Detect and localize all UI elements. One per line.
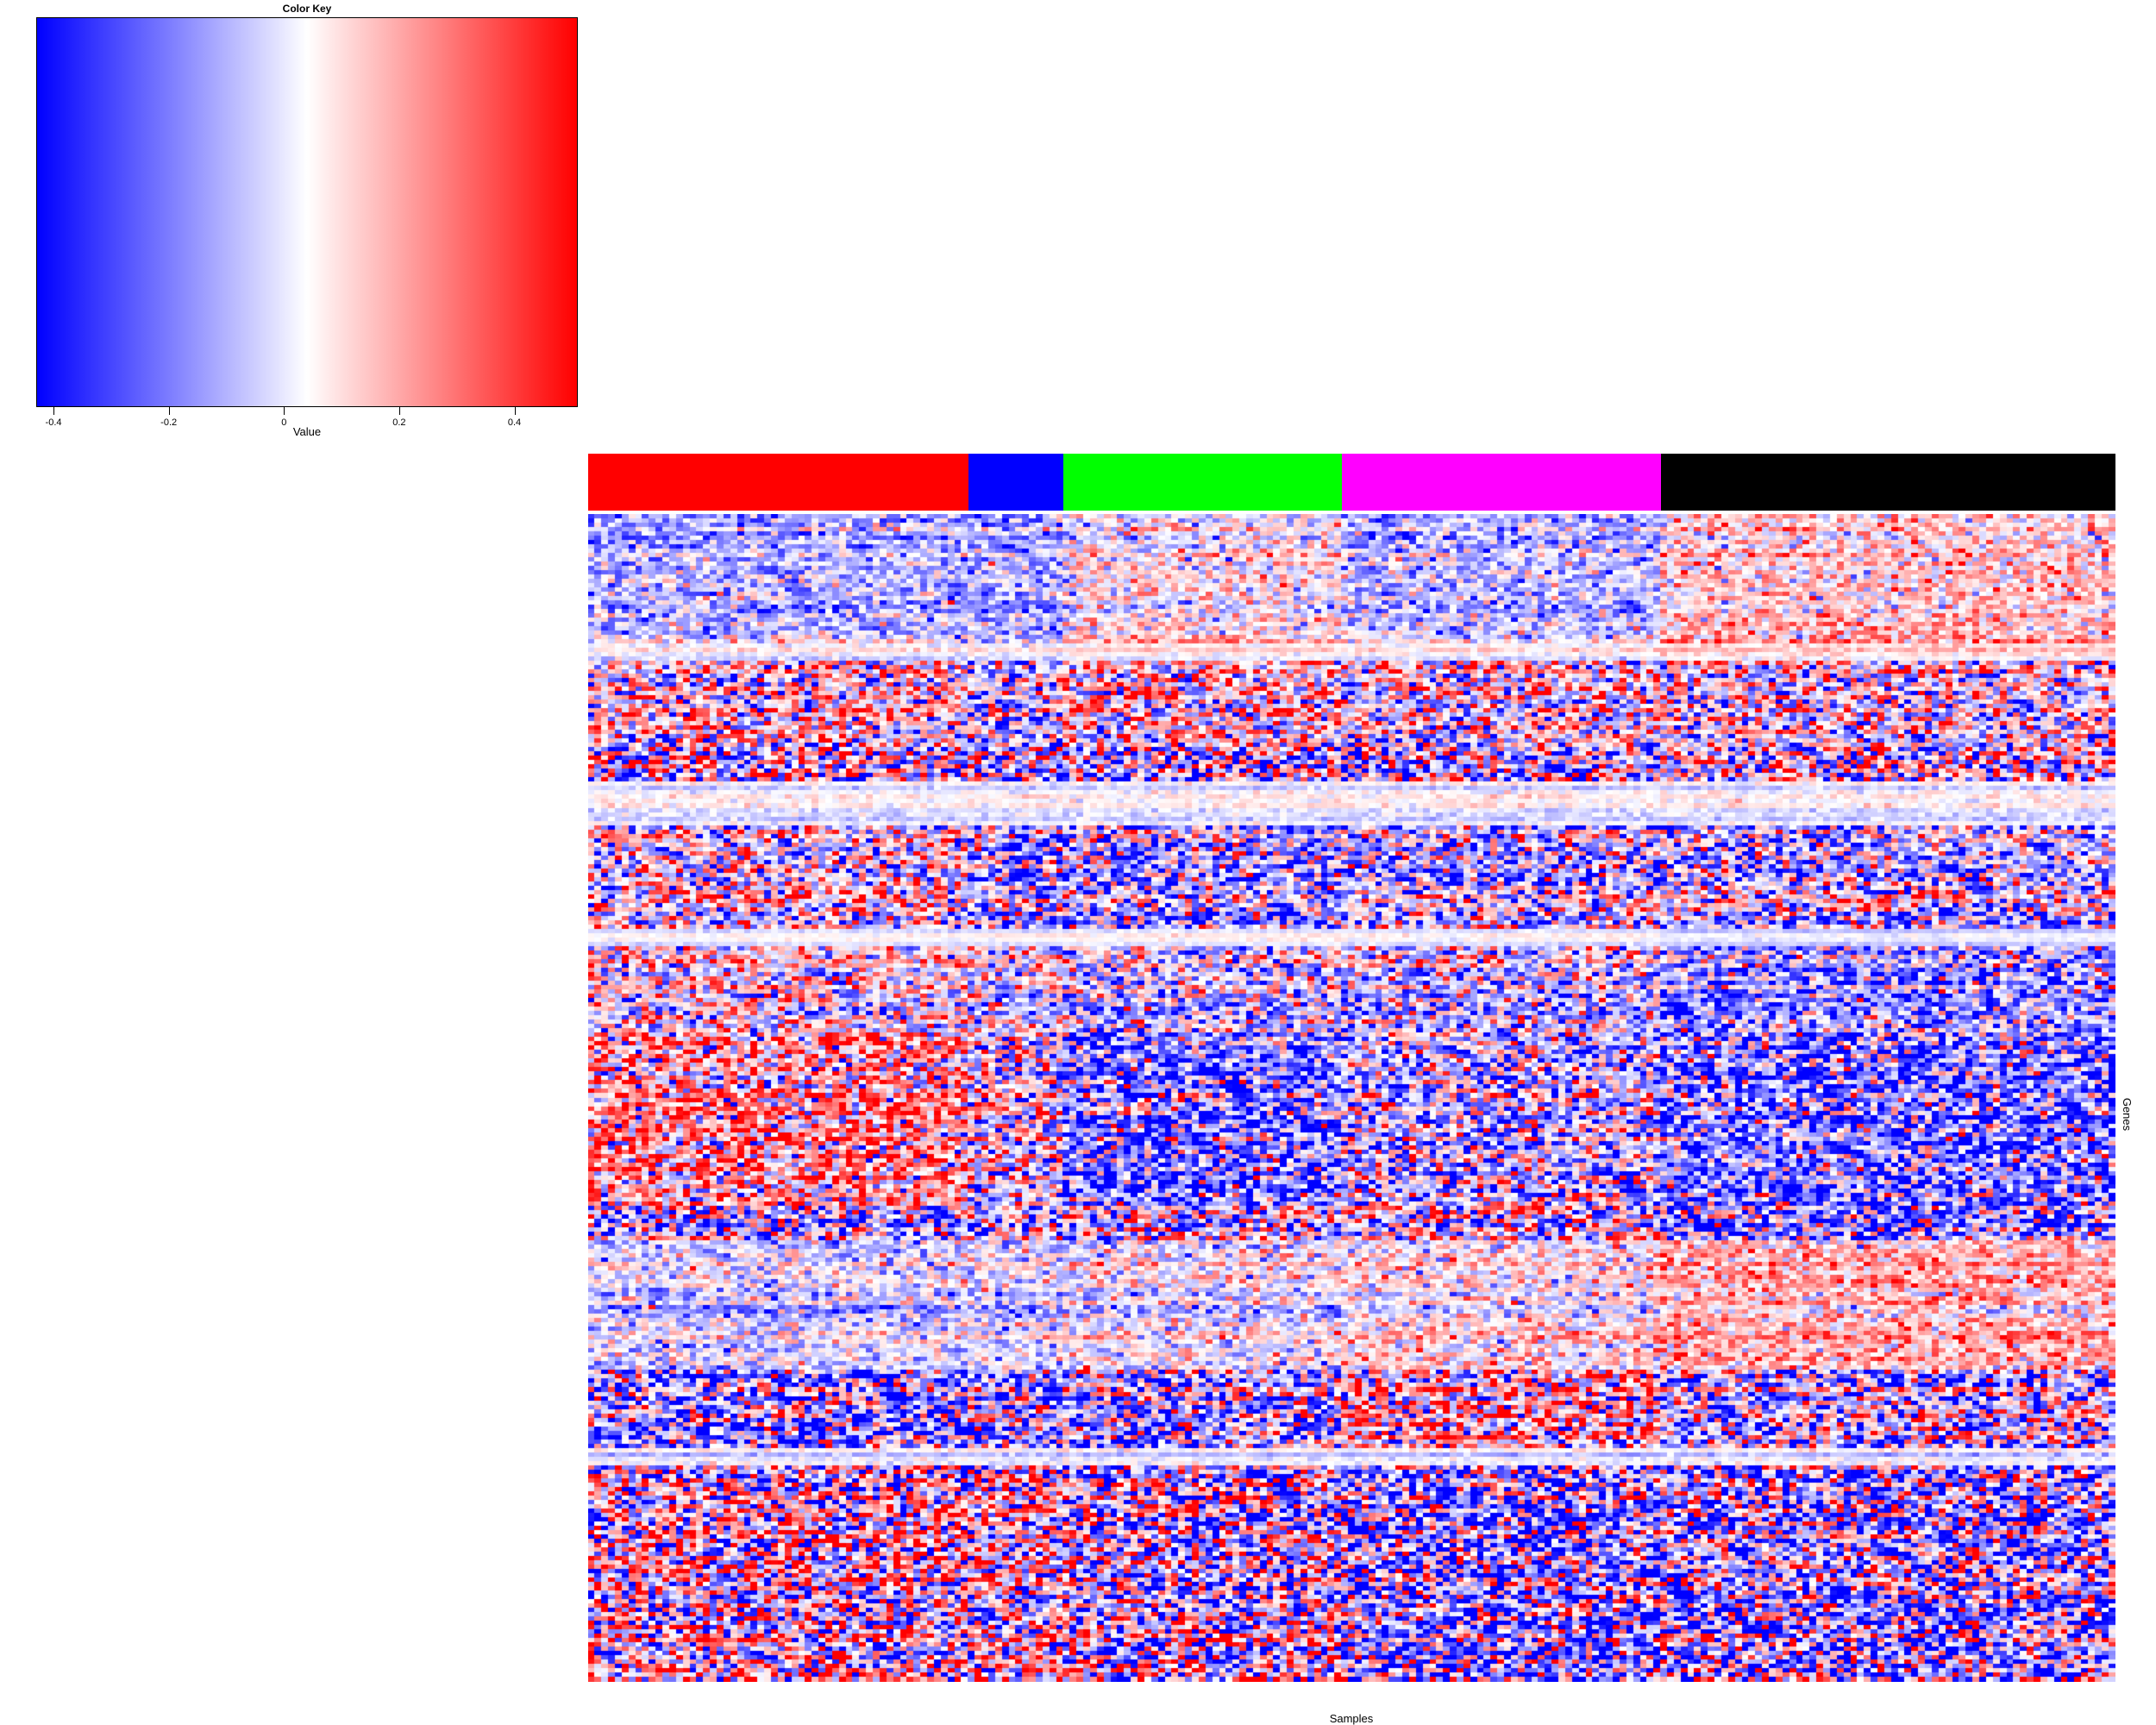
x-axis-label: Samples	[1329, 1712, 1374, 1725]
y-axis-label: Genes	[2121, 1097, 2134, 1132]
color-key-tick	[168, 407, 170, 415]
column-group-segment	[968, 454, 1063, 511]
color-key-tick-label: 0.2	[392, 417, 406, 428]
color-key-tick-label: 0.4	[507, 417, 522, 428]
column-group-segment	[1341, 454, 1661, 511]
color-key-xlabel: Value	[292, 425, 322, 438]
color-key-title: Color Key	[282, 3, 332, 15]
color-key-tick-label: -0.4	[45, 417, 62, 428]
color-key-tick	[514, 407, 516, 415]
color-key-tick	[53, 407, 55, 415]
column-group-segment	[1660, 454, 2115, 511]
color-key-gradient	[36, 17, 578, 407]
heatmap-grid	[588, 514, 2115, 1682]
color-key-tick	[398, 407, 400, 415]
color-key-tick-label: 0	[281, 417, 287, 428]
column-group-bar	[588, 454, 2115, 511]
color-key-tick-label: -0.2	[160, 417, 178, 428]
column-group-segment	[588, 454, 968, 511]
column-group-segment	[1062, 454, 1342, 511]
color-key-tick	[284, 407, 285, 415]
